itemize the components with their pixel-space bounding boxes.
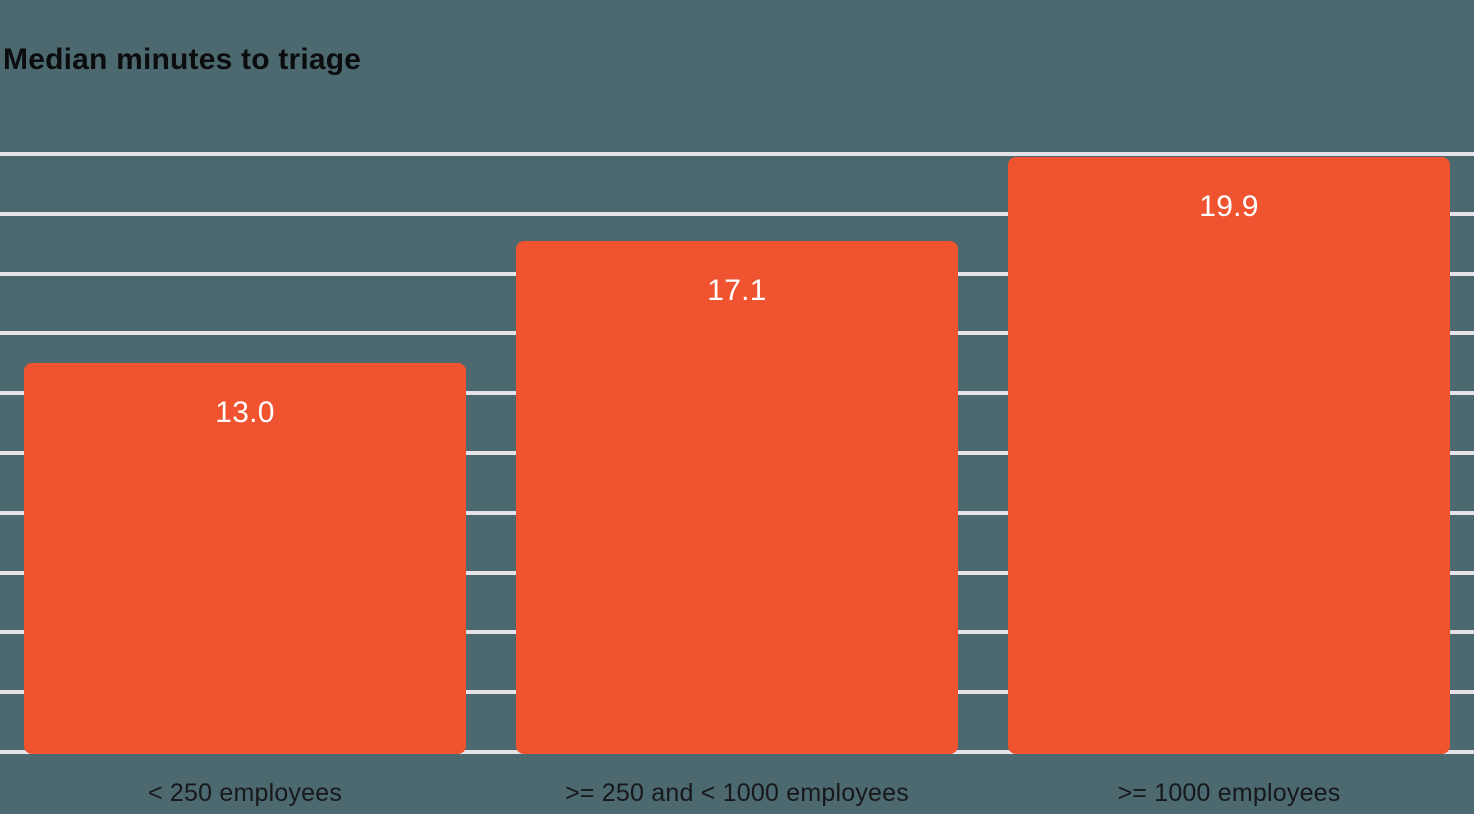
bar: 19.9 — [1008, 156, 1450, 754]
category-label: < 250 employees — [147, 779, 343, 807]
category-label: >= 1000 employees — [1117, 779, 1341, 807]
bar: 13.0 — [24, 363, 466, 754]
bar-value-label: 17.1 — [707, 273, 767, 307]
category-label: >= 250 and < 1000 employees — [565, 779, 909, 807]
bar-value-label: 13.0 — [215, 396, 275, 430]
gridline — [0, 152, 1474, 156]
bar-value-label: 19.9 — [1199, 189, 1259, 223]
chart-title: Median minutes to triage — [3, 43, 362, 76]
bar: 17.1 — [516, 240, 958, 754]
gridline — [0, 211, 1474, 216]
